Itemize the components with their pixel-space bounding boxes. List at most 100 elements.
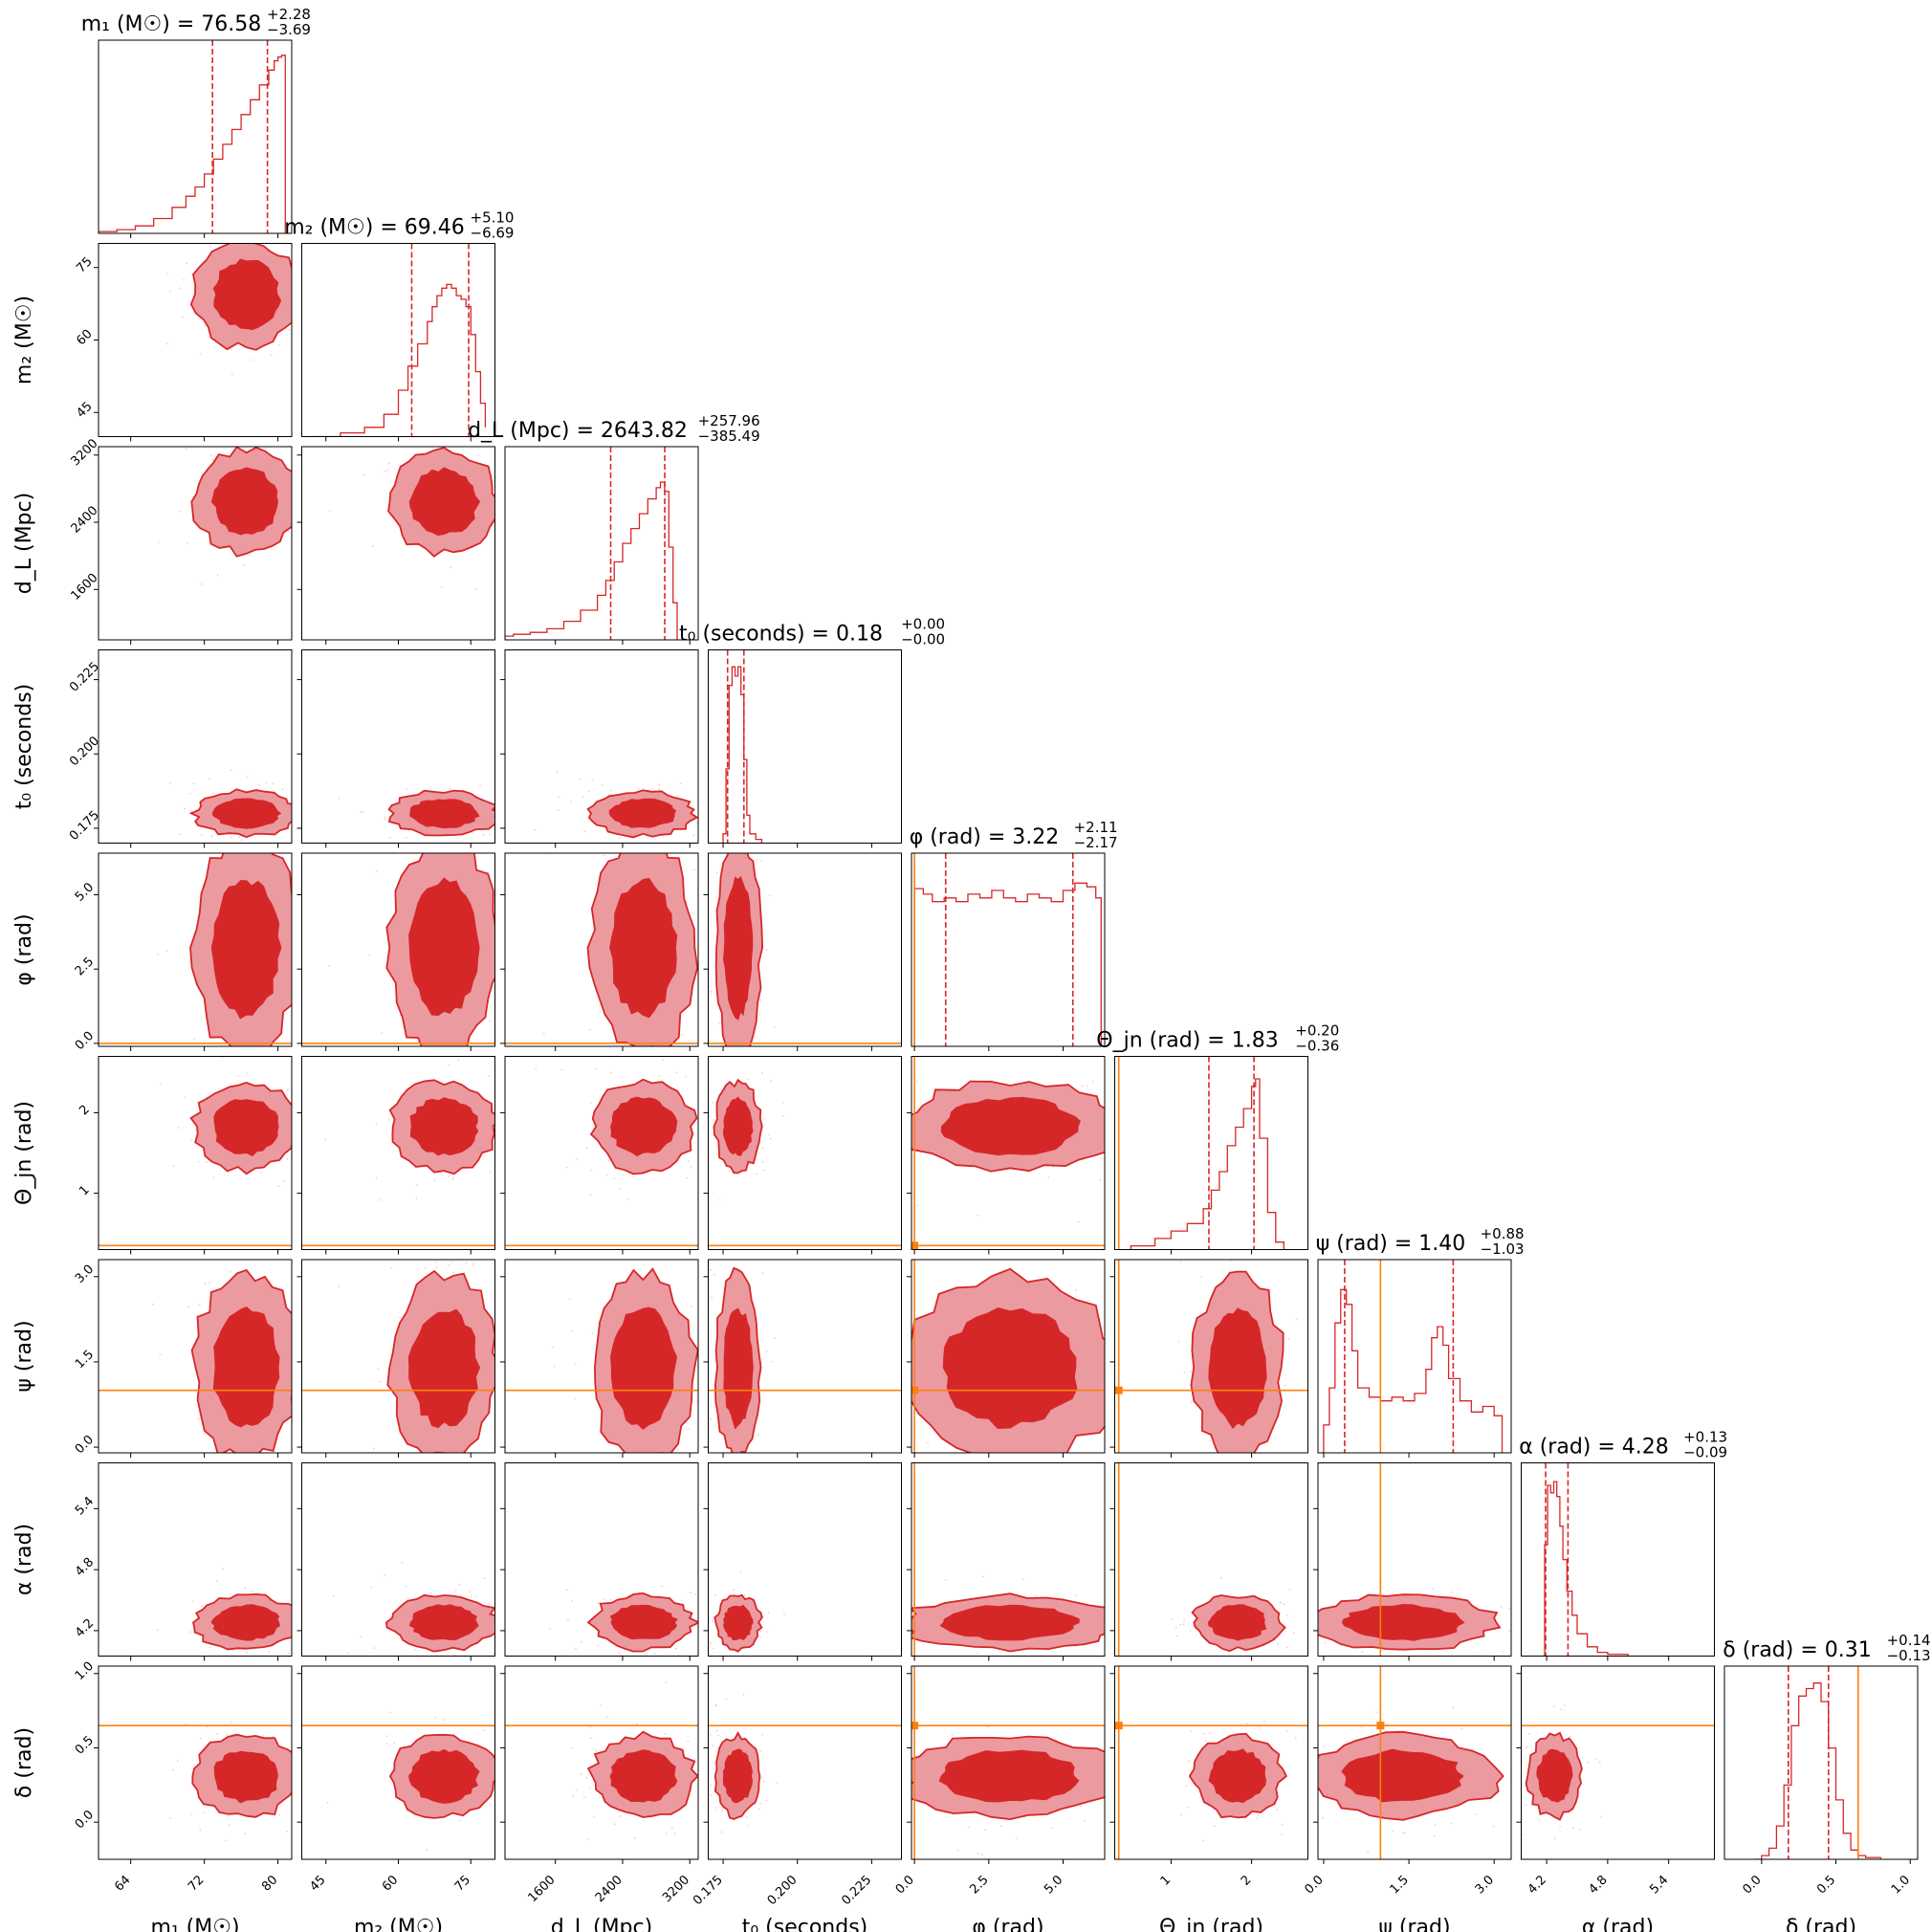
sample-point — [1108, 1635, 1109, 1636]
sample-point — [720, 1831, 722, 1833]
contour-inner-alpha-dL — [609, 1604, 678, 1640]
labels-layer: 64 72 80 m₁ (M☉) 45 60 75 m₂ (M☉) 1600 2400 3200 d_… — [12, 6, 1931, 1932]
sample-point — [190, 1813, 192, 1815]
sample-point — [529, 1327, 531, 1328]
sample-point — [690, 1592, 692, 1593]
sample-point — [805, 1127, 807, 1129]
sample-point — [384, 1573, 385, 1576]
sample-point — [172, 1165, 175, 1168]
sample-point — [709, 1734, 712, 1736]
panel-frame — [708, 1056, 902, 1250]
sample-point — [681, 1034, 683, 1036]
injection-marker — [911, 1241, 919, 1250]
y-tick-label-alpha: 4.8 — [73, 1555, 97, 1579]
sample-point — [250, 359, 252, 362]
sample-point — [229, 1593, 231, 1595]
sample-point — [333, 1353, 335, 1355]
sample-point — [714, 1762, 715, 1765]
sample-point — [1251, 1812, 1254, 1815]
sample-point — [704, 1624, 706, 1626]
title-lower-err-psi: −1.03 — [1481, 1240, 1525, 1258]
sample-point — [685, 845, 687, 846]
title-thetajn: Θ_jn (rad) = 1.83 — [1096, 1029, 1278, 1053]
sample-point — [221, 1056, 224, 1059]
panel-frame — [911, 1259, 1106, 1454]
sample-point — [296, 1080, 297, 1082]
sample-point — [509, 1737, 511, 1739]
sample-point — [451, 1176, 454, 1178]
sample-point — [692, 1512, 694, 1514]
sample-point — [434, 1261, 437, 1263]
contour-inner-phi-dL — [609, 877, 678, 1019]
sample-point — [384, 816, 386, 819]
histogram-thetajn — [1130, 1078, 1284, 1250]
sample-point — [1050, 1827, 1053, 1829]
sample-point — [286, 1830, 288, 1833]
sample-point — [200, 582, 203, 585]
sample-point — [929, 1427, 932, 1430]
sample-point — [595, 1749, 597, 1752]
sample-point — [927, 1441, 929, 1444]
sample-point — [733, 1589, 735, 1592]
sample-point — [589, 1726, 591, 1728]
sample-point — [1189, 1370, 1192, 1372]
sample-point — [1507, 1630, 1510, 1632]
sample-point — [1594, 1757, 1597, 1760]
sample-point — [670, 1827, 673, 1830]
sample-point — [474, 588, 477, 590]
sample-point — [774, 1337, 777, 1339]
sample-point — [706, 1391, 708, 1393]
sample-point — [368, 955, 371, 956]
sample-point — [1587, 1761, 1590, 1764]
sample-point — [1281, 1833, 1283, 1835]
sample-point — [547, 1165, 549, 1167]
sample-point — [1361, 1651, 1363, 1653]
sample-point — [702, 986, 704, 988]
sample-point — [1203, 1732, 1205, 1735]
sample-point — [701, 981, 703, 983]
sample-point — [1167, 1614, 1169, 1616]
contour-inner-t0-m2 — [409, 799, 480, 829]
sample-point — [1276, 1642, 1279, 1645]
sample-point — [282, 848, 284, 850]
sample-point — [193, 1764, 196, 1767]
panel-frame — [1521, 1462, 1715, 1657]
sample-point — [198, 1304, 201, 1306]
sample-point — [718, 1198, 721, 1201]
sample-point — [850, 1604, 852, 1606]
x-axis-label-psi: ψ (rad) — [1378, 1916, 1450, 1932]
sample-point — [474, 1595, 477, 1598]
sample-point — [268, 1650, 271, 1653]
contour-inner-phi-m2 — [408, 877, 480, 1017]
injection-marker — [1114, 1386, 1123, 1394]
sample-point — [956, 1664, 958, 1666]
sample-point — [489, 1172, 492, 1174]
sample-point — [420, 1468, 422, 1470]
sample-point — [742, 1693, 745, 1696]
sample-point — [696, 1460, 698, 1462]
sample-point — [448, 1264, 450, 1266]
sample-point — [306, 1615, 308, 1617]
panel-thetajn-dL — [500, 1056, 699, 1255]
sample-point — [685, 1457, 687, 1459]
sample-point — [1452, 1706, 1455, 1708]
title-upper-err-t0: +0.00 — [901, 616, 945, 633]
sample-point — [1126, 1163, 1128, 1165]
sample-point — [1081, 1085, 1084, 1087]
sample-point — [1276, 1809, 1279, 1811]
title-upper-err-dL: +257.96 — [698, 412, 760, 429]
sample-point — [452, 1177, 454, 1180]
sample-point — [759, 1803, 761, 1805]
sample-point — [1127, 1739, 1129, 1741]
sample-point — [1315, 1606, 1317, 1608]
sample-point — [265, 447, 268, 450]
contour-inner-alpha-m2 — [408, 1604, 479, 1641]
sample-point — [227, 1671, 229, 1673]
sample-point — [297, 1791, 299, 1793]
sample-point — [535, 1068, 538, 1070]
sample-point — [1017, 1453, 1019, 1455]
title-delta: δ (rad) = 0.31 — [1723, 1638, 1872, 1662]
panel-frame — [504, 1259, 699, 1454]
x-tick-label-dL: 3200 — [660, 1873, 692, 1905]
sample-point — [458, 1583, 461, 1586]
